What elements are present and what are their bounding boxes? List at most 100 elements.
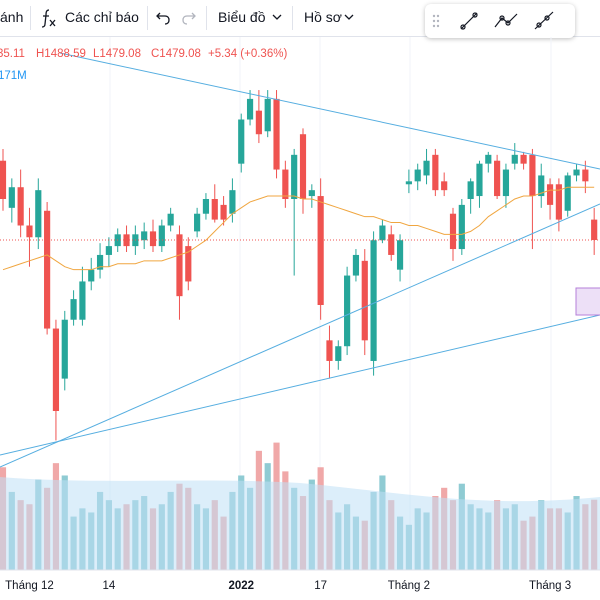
candle-body: [423, 160, 430, 176]
candle-body: [485, 154, 492, 164]
trend-line[interactable]: [0, 203, 600, 468]
candle-body: [17, 187, 24, 226]
drag-handle[interactable]: [432, 14, 440, 28]
candle-body: [88, 269, 95, 282]
candle-body: [282, 169, 289, 199]
drawing-tools: [432, 11, 554, 30]
toolbar-item[interactable]: ánh: [0, 9, 24, 25]
candle-body: [511, 154, 518, 164]
candle-body: [105, 246, 112, 255]
separator: [206, 6, 207, 30]
candle-body: [8, 187, 15, 208]
redo-icon[interactable]: [181, 10, 197, 26]
x-tick-label: Tháng 12: [5, 580, 54, 592]
candle-body: [414, 169, 421, 182]
toolbar-item[interactable]: Biểu đồ: [218, 9, 266, 25]
chart: 35.11 H1488.59 L1479.08 C1479.08 +5.34 (…: [0, 37, 600, 592]
undo-icon[interactable]: [155, 10, 171, 26]
candle-body: [388, 234, 395, 255]
ray-tool[interactable]: [534, 11, 554, 30]
candle-body: [449, 213, 457, 250]
trend-line[interactable]: [0, 314, 600, 456]
candle-body: [61, 319, 68, 379]
candle-body: [520, 154, 527, 164]
candle-body: [396, 240, 404, 270]
candle-body: [176, 234, 183, 297]
candle-body: [229, 190, 236, 214]
candle-body: [591, 219, 598, 240]
candle-body: [167, 213, 174, 226]
candle-body: [432, 154, 439, 191]
x-tick-label: Tháng 2: [388, 580, 430, 592]
drawing-toolbar: [425, 4, 575, 38]
x-tick-label: Tháng 3: [529, 580, 571, 592]
toolbar-item[interactable]: Hồ sơ: [304, 9, 342, 25]
drawings: [0, 52, 600, 468]
candle-body: [211, 199, 218, 220]
candle-body: [273, 98, 280, 170]
moving-average: [2, 186, 595, 271]
legend-high: H1488.59: [36, 48, 86, 60]
path-tool[interactable]: [494, 13, 518, 28]
legend-close: C1479.08: [151, 48, 201, 60]
candle-body: [52, 328, 60, 411]
candle-body: [370, 240, 377, 361]
candle-body: [255, 110, 262, 135]
toolbar-item[interactable]: Các chỉ báo: [65, 9, 139, 25]
candle-body: [185, 246, 192, 282]
candle-body: [220, 204, 227, 220]
candle-body: [35, 190, 42, 238]
candle-body: [291, 154, 298, 199]
candle-body: [405, 181, 412, 185]
rectangle-drawing[interactable]: [575, 287, 600, 316]
candle-body: [194, 213, 201, 232]
x-tick-label: 2022: [228, 580, 254, 592]
candle-body: [70, 299, 77, 320]
candle-body: [317, 196, 324, 305]
candle-body: [538, 175, 545, 197]
candle-body: [441, 181, 448, 191]
candle-body: [96, 254, 104, 270]
trend-line[interactable]: [59, 52, 600, 170]
candle-body: [494, 160, 501, 197]
candle-body: [141, 231, 148, 241]
legend: 35.11 H1488.59 L1479.08 C1479.08 +5.34 (…: [0, 48, 287, 82]
x-axis: Tháng 12 14 2022 17 Tháng 2 Tháng 3: [5, 580, 571, 592]
candle-body: [238, 119, 245, 164]
candle-body: [502, 169, 510, 197]
candle-body: [352, 254, 360, 276]
candle-body: [361, 260, 368, 341]
separator: [147, 6, 148, 30]
candle-body: [582, 169, 589, 182]
dropdown-icon[interactable]: [344, 14, 354, 22]
candle-body: [573, 169, 580, 176]
candle-body: [335, 346, 342, 361]
candle-body: [299, 134, 307, 199]
candle-body: [202, 199, 210, 214]
candle-body: [529, 154, 536, 197]
candle-body: [344, 275, 351, 347]
candle-body: [0, 160, 7, 199]
candle-body: [79, 281, 86, 320]
candle-body: [458, 204, 465, 250]
legend-change: +5.34 (+0.36%): [208, 48, 287, 60]
x-tick-label: 14: [102, 580, 115, 592]
candle-body: [379, 225, 386, 241]
legend-volume: 171M: [0, 70, 27, 82]
candle-layer: [0, 90, 600, 441]
fx-icon[interactable]: [40, 8, 58, 28]
candle-body: [476, 163, 483, 197]
candle-body: [308, 190, 315, 197]
separator: [30, 6, 31, 30]
candle-body: [26, 225, 33, 238]
candle-body: [149, 231, 157, 247]
x-tick-label: 17: [314, 580, 327, 592]
trend-line-tool[interactable]: [460, 12, 478, 30]
separator: [292, 6, 293, 30]
legend-low: L1479.08: [93, 48, 141, 60]
candle-body: [564, 175, 571, 211]
legend-open: 35.11: [0, 48, 25, 60]
candle-body: [326, 340, 333, 361]
dropdown-icon[interactable]: [272, 14, 282, 22]
candle-body: [546, 184, 554, 205]
